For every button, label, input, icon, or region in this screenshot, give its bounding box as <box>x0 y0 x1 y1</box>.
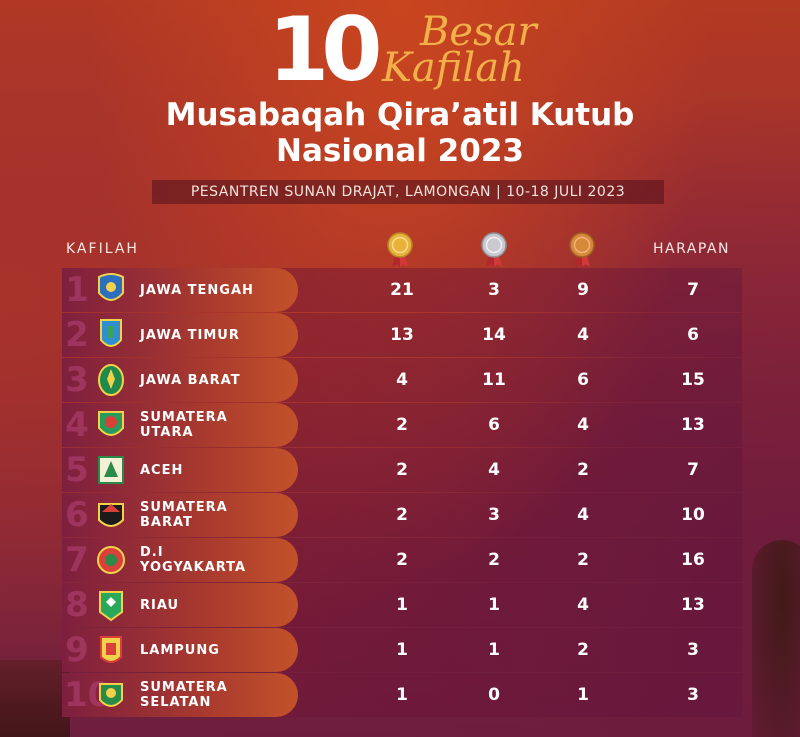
silver-count: 14 <box>482 325 506 345</box>
province-emblem-icon <box>98 273 124 301</box>
rank-number: 6 <box>65 495 89 535</box>
province-emblem-icon <box>98 456 124 484</box>
province-name: ACEH <box>140 462 184 478</box>
header-number: 10 <box>268 0 383 101</box>
province-name: RIAU <box>140 597 180 613</box>
building-silhouette <box>0 660 70 737</box>
bronze-count: 4 <box>577 325 589 345</box>
rank-number: 8 <box>65 585 89 625</box>
table-row: 1 JAWA TENGAH 21 3 9 7 <box>62 268 742 312</box>
bronze-count: 4 <box>577 595 589 615</box>
gold-count: 2 <box>396 550 408 570</box>
gold-count: 1 <box>396 685 408 705</box>
gold-count: 1 <box>396 595 408 615</box>
rank-number: 7 <box>65 540 89 580</box>
harapan-count: 10 <box>681 505 705 525</box>
table-row: 9 LAMPUNG 1 1 2 3 <box>62 628 742 672</box>
province-emblem-icon <box>98 503 124 527</box>
table-row: 6 SUMATERA BARAT 2 3 4 10 <box>62 493 742 537</box>
province-name: JAWA BARAT <box>140 372 241 388</box>
harapan-count: 13 <box>681 415 705 435</box>
table-row: 3 JAWA BARAT 4 11 6 15 <box>62 358 742 402</box>
bronze-count: 2 <box>577 550 589 570</box>
rank-number: 4 <box>65 405 89 445</box>
rank-number: 5 <box>65 450 89 490</box>
gold-count: 1 <box>396 640 408 660</box>
rank-number: 2 <box>65 315 89 355</box>
harapan-count: 6 <box>687 325 699 345</box>
header-script-kafilah: Kafilah <box>382 45 525 91</box>
header-script-besar: Besar <box>420 9 537 55</box>
gold-count: 2 <box>396 505 408 525</box>
gold-count: 2 <box>396 415 408 435</box>
harapan-count: 3 <box>687 685 699 705</box>
province-emblem-icon <box>99 683 123 707</box>
silver-count: 11 <box>482 370 506 390</box>
gold-medal-icon <box>387 232 413 267</box>
province-name: JAWA TIMUR <box>140 327 240 343</box>
rank-number: 10 <box>64 675 112 715</box>
province-emblem-icon <box>100 319 122 347</box>
bronze-count: 1 <box>577 685 589 705</box>
table-row: 7 D.I YOGYAKARTA 2 2 2 16 <box>62 538 742 582</box>
silver-count: 6 <box>488 415 500 435</box>
bronze-count: 2 <box>577 640 589 660</box>
table-row: 10 SUMATERA SELATAN 1 0 1 3 <box>62 673 742 717</box>
province-emblem-icon <box>100 636 122 663</box>
province-name: SUMATERA SELATAN <box>140 680 228 710</box>
harapan-count: 3 <box>687 640 699 660</box>
province-name: SUMATERA UTARA <box>140 410 228 440</box>
silver-count: 0 <box>488 685 500 705</box>
province-emblem-icon <box>98 364 124 396</box>
harapan-count: 13 <box>681 595 705 615</box>
column-header-kafilah: KAFILAH <box>66 241 139 257</box>
table-row: 5 ACEH 2 4 2 7 <box>62 448 742 492</box>
rank-number: 9 <box>65 630 89 670</box>
province-name: JAWA TENGAH <box>140 282 254 298</box>
silver-medal-icon <box>481 232 507 267</box>
column-header-harapan: HARAPAN <box>653 241 730 257</box>
gold-count: 4 <box>396 370 408 390</box>
province-name: LAMPUNG <box>140 642 220 658</box>
gold-count: 21 <box>390 280 414 300</box>
silver-count: 3 <box>488 505 500 525</box>
province-name: SUMATERA BARAT <box>140 500 228 530</box>
harapan-count: 15 <box>681 370 705 390</box>
silver-count: 1 <box>488 640 500 660</box>
province-emblem-icon <box>99 591 123 622</box>
silver-count: 2 <box>488 550 500 570</box>
rank-number: 3 <box>65 360 89 400</box>
rank-number: 1 <box>65 270 89 310</box>
table-row: 8 RIAU 1 1 4 13 <box>62 583 742 627</box>
page-title-line1: Musabaqah Qira’atil Kutub <box>165 97 635 133</box>
province-emblem-icon <box>97 546 125 574</box>
gold-count: 13 <box>390 325 414 345</box>
bronze-count: 9 <box>577 280 589 300</box>
bronze-count: 4 <box>577 415 589 435</box>
header-logo: 10 Besar Kafilah <box>0 4 800 96</box>
event-subtitle: PESANTREN SUNAN DRAJAT, LAMONGAN | 10-18… <box>152 180 664 204</box>
silver-count: 4 <box>488 460 500 480</box>
harapan-count: 7 <box>687 460 699 480</box>
bronze-count: 2 <box>577 460 589 480</box>
silver-count: 1 <box>488 595 500 615</box>
tree-silhouette <box>752 540 800 737</box>
gold-count: 2 <box>396 460 408 480</box>
province-name: D.I YOGYAKARTA <box>140 545 247 575</box>
page-title-line2: Nasional 2023 <box>276 133 524 169</box>
bronze-count: 6 <box>577 370 589 390</box>
harapan-count: 7 <box>687 280 699 300</box>
bronze-medal-icon <box>569 232 595 267</box>
table-row: 4 SUMATERA UTARA 2 6 4 13 <box>62 403 742 447</box>
table-row: 2 JAWA TIMUR 13 14 4 6 <box>62 313 742 357</box>
silver-count: 3 <box>488 280 500 300</box>
bronze-count: 4 <box>577 505 589 525</box>
province-emblem-icon <box>98 411 124 436</box>
harapan-count: 16 <box>681 550 705 570</box>
